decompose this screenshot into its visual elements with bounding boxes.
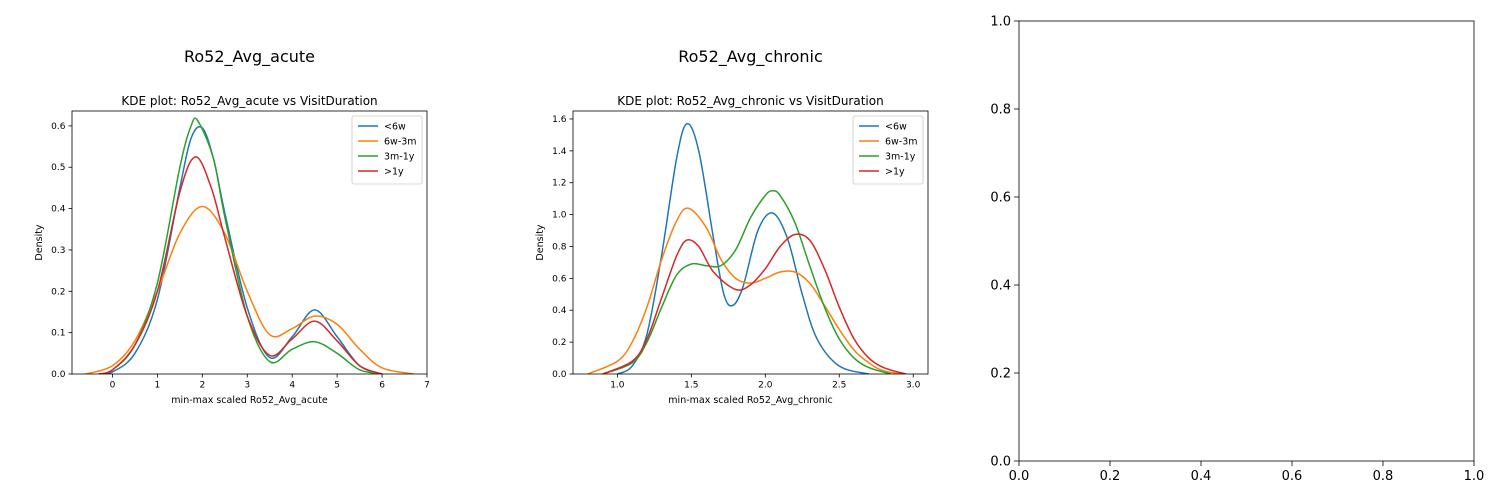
x-axis-label: min-max scaled Ro52_Avg_acute <box>171 395 328 406</box>
x-tick-label: 1.0 <box>610 381 625 391</box>
plot-frame <box>1018 20 1475 462</box>
y-tick-label: 0.2 <box>552 338 566 348</box>
legend: <6w 6w-3m 3m-1y >1y <box>852 115 924 185</box>
x-axis-label: min-max scaled Ro52_Avg_chronic <box>668 395 832 406</box>
y-tick-label: 0.2 <box>51 287 65 297</box>
y-tick-label: 0.0 <box>990 455 1011 470</box>
legend-label: 6w-3m <box>885 137 918 148</box>
series-line-4 <box>98 156 383 374</box>
y-tick-label: 0.0 <box>51 370 66 380</box>
series-group <box>85 117 414 374</box>
y-tick-label: 0.6 <box>990 191 1011 206</box>
chart-title: KDE plot: Ro52_Avg_acute vs VisitDuratio… <box>121 94 377 108</box>
series-line-3 <box>98 117 383 374</box>
chart-panel-1: Ro52_Avg_acute KDE plot: Ro52_Avg_acute v… <box>34 47 430 406</box>
legend-label: 3m-1y <box>384 152 415 163</box>
y-tick-label: 0.5 <box>51 163 65 173</box>
x-tick-label: 0.8 <box>1373 469 1394 484</box>
x-tick-label: 0 <box>110 381 116 391</box>
series-line-2 <box>587 207 906 374</box>
legend-label: 6w-3m <box>384 137 417 148</box>
x-tick-label: 2 <box>199 381 205 391</box>
x-tick-label: 1.0 <box>1464 469 1485 484</box>
y-tick-label: 0.4 <box>552 306 567 316</box>
chart-title: KDE plot: Ro52_Avg_chronic vs VisitDurat… <box>617 94 883 108</box>
y-tick-label: 1.0 <box>552 211 567 221</box>
x-tick-label: 7 <box>424 381 430 391</box>
series-line-1 <box>98 125 383 374</box>
x-tick-label: 2.0 <box>758 381 773 391</box>
series-group <box>587 122 907 374</box>
plot-frame <box>572 110 929 375</box>
plot-frame <box>71 110 428 375</box>
series-line-2 <box>85 205 414 374</box>
x-tick-label: 0.6 <box>1282 469 1303 484</box>
y-axis-label: Density <box>535 224 546 260</box>
y-tick-label: 0.6 <box>552 274 567 284</box>
y-tick-label: 0.3 <box>51 246 65 256</box>
y-tick-label: 0.4 <box>51 205 66 215</box>
series-line-3 <box>602 189 892 374</box>
x-tick-label: 0.4 <box>1191 469 1212 484</box>
legend-box <box>351 115 423 185</box>
x-tick-label: 5 <box>334 381 340 391</box>
legend-label: <6w <box>384 122 406 133</box>
legend-box <box>852 115 924 185</box>
x-tick-label: 2.5 <box>832 381 846 391</box>
legend-label: 3m-1y <box>885 152 916 163</box>
y-tick-label: 0.8 <box>552 242 567 252</box>
x-tick-label: 1.5 <box>684 381 698 391</box>
y-tick-label: 0.1 <box>51 329 65 339</box>
legend-label: <6w <box>885 122 907 133</box>
y-tick-label: 1.4 <box>552 147 567 157</box>
chart-panel-3: 0.0 0.2 0.4 0.6 0.8 1.0 0.0 0.2 0.4 0.6 0.8 1.0 <box>990 15 1484 485</box>
x-tick-label: 0.0 <box>1009 469 1030 484</box>
y-tick-label: 0.2 <box>990 367 1011 382</box>
x-tick-label: 3 <box>244 381 250 391</box>
legend-label: >1y <box>384 167 404 178</box>
y-axis-label: Density <box>34 224 45 260</box>
y-tick-label: 1.0 <box>990 15 1011 30</box>
x-tick-label: 1 <box>155 381 161 391</box>
x-tick-label: 6 <box>379 381 385 391</box>
legend-label: >1y <box>885 167 905 178</box>
x-tick-label: 4 <box>289 381 295 391</box>
chart-suptitle: Ro52_Avg_chronic <box>678 47 823 67</box>
chart-panel-2: Ro52_Avg_chronic KDE plot: Ro52_Avg_chron… <box>535 47 929 406</box>
series-line-4 <box>602 233 907 374</box>
y-tick-label: 0.6 <box>51 122 66 132</box>
chart-suptitle: Ro52_Avg_acute <box>184 47 315 67</box>
legend: <6w 6w-3m 3m-1y >1y <box>351 115 423 185</box>
y-tick-label: 0.0 <box>552 370 567 380</box>
y-tick-label: 1.6 <box>552 115 567 125</box>
series-line-1 <box>617 122 870 374</box>
x-tick-label: 0.2 <box>1100 469 1121 484</box>
y-tick-label: 1.2 <box>552 179 566 189</box>
x-tick-label: 3.0 <box>906 381 921 391</box>
y-tick-label: 0.8 <box>990 103 1011 118</box>
y-tick-label: 0.4 <box>990 279 1011 294</box>
